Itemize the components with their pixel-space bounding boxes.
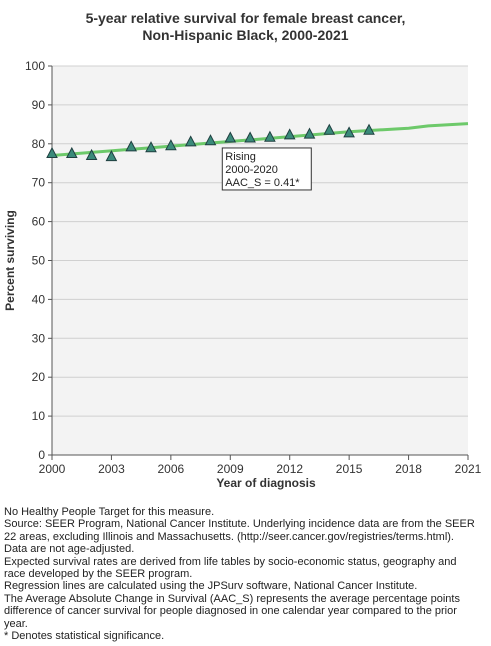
x-tick-label: 2000 <box>39 462 66 476</box>
data-point <box>264 130 276 142</box>
data-point <box>125 140 138 152</box>
footnotes: No Healthy People Target for this measur… <box>4 506 488 642</box>
y-tick-label: 70 <box>32 176 46 190</box>
footnote-line: Source: SEER Program, National Cancer In… <box>4 518 475 531</box>
y-tick-label: 10 <box>32 409 46 423</box>
y-axis-label: Percent surviving <box>3 210 17 311</box>
footnote-line: No Healthy People Target for this measur… <box>4 506 215 518</box>
footnote-line: race developed by the SEER program. <box>4 568 193 581</box>
annotation-box <box>221 147 312 191</box>
y-tick-label: 20 <box>32 370 46 384</box>
footnote-line: Data are not age-adjusted. <box>4 543 135 556</box>
data-point <box>204 134 217 146</box>
y-tick-label: 80 <box>32 137 46 151</box>
footnote-line: * Denotes statistical significance. <box>4 630 165 643</box>
data-point <box>363 123 375 135</box>
annotation-text: 2000-2020 <box>225 164 278 176</box>
y-tick-label: 50 <box>32 254 46 268</box>
footnote-line: 22 areas, excluding Illinois and Massach… <box>4 530 454 543</box>
chart-subtitle-line: Non-Hispanic Black, 2000-2021 <box>142 27 349 43</box>
x-tick-label: 2021 <box>455 462 482 476</box>
y-tick-label: 0 <box>38 448 45 462</box>
chart-title: 5-year relative survival for female brea… <box>0 10 491 44</box>
x-tick-label: 2003 <box>98 462 125 476</box>
x-tick-label: 2015 <box>336 462 363 476</box>
data-point <box>65 146 78 158</box>
x-tick-label: 2012 <box>276 462 303 476</box>
footnote-line: The Average Absolute Change in Survival … <box>4 592 460 605</box>
footnote-line: difference of cancer survival for people… <box>4 605 457 618</box>
chart-title-line: 5-year relative survival for female brea… <box>85 10 406 26</box>
x-tick-label: 2006 <box>158 462 185 476</box>
data-point <box>343 126 355 138</box>
x-tick-label: 2009 <box>217 462 244 476</box>
data-point <box>85 148 98 160</box>
data-point <box>105 150 118 162</box>
y-tick-label: 30 <box>32 331 46 345</box>
survival-chart: 0 10 20 30 40 50 60 70 80 90 100 2000 2003 2006 2009 20… <box>3 59 482 490</box>
data-point <box>244 131 256 143</box>
y-tick-label: 90 <box>32 98 46 112</box>
x-axis-label: Year of diagnosis <box>216 476 316 490</box>
footnote-line: year. <box>4 617 28 630</box>
y-tick-label: 100 <box>25 59 45 73</box>
data-point <box>303 127 316 139</box>
data-point <box>283 128 296 140</box>
footnote-line: Regression lines are calculated using th… <box>4 580 418 593</box>
data-point <box>46 146 58 158</box>
footnote-line: Expected survival rates are derived from… <box>4 555 457 568</box>
x-tick-label: 2018 <box>395 462 422 476</box>
y-tick-label: 40 <box>32 292 46 306</box>
data-point <box>224 131 237 143</box>
annotation-text: Rising <box>225 151 256 163</box>
data-point <box>145 141 157 153</box>
data-point <box>165 139 177 151</box>
data-point <box>323 123 336 135</box>
data-point <box>184 135 197 147</box>
y-tick-label: 60 <box>32 215 46 229</box>
annotation-text: AAC_S = 0.41* <box>225 177 300 189</box>
